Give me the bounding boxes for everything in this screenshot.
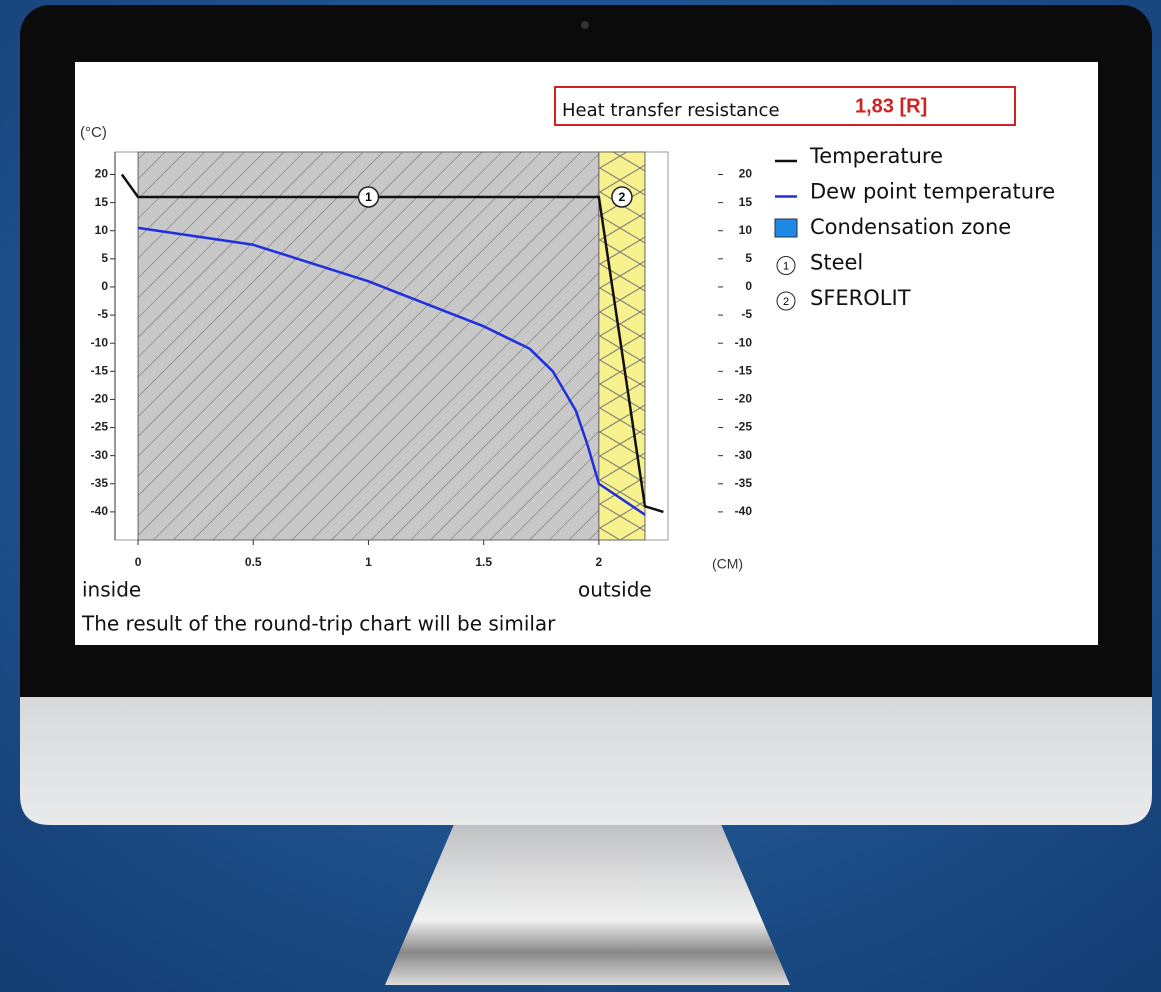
x-tick-label: 0.5 bbox=[245, 555, 262, 569]
legend-marker bbox=[776, 291, 796, 311]
y2-tick-label: -25 bbox=[735, 420, 753, 434]
legend-label: Steel bbox=[810, 251, 863, 275]
y-tick-label: -40 bbox=[91, 504, 109, 518]
y2-tick-label: -20 bbox=[735, 392, 753, 406]
outside-label: outside bbox=[578, 578, 652, 602]
x-tick-label: 2 bbox=[596, 555, 603, 569]
legend-label: Temperature bbox=[809, 144, 943, 168]
y2-tick-label: -10 bbox=[735, 335, 753, 349]
y2-tick-label: 20 bbox=[739, 167, 753, 181]
y-tick-label: -5 bbox=[97, 307, 108, 321]
y-tick-label: -25 bbox=[91, 420, 109, 434]
y-tick-label: 20 bbox=[95, 167, 109, 181]
y-tick-label: -10 bbox=[91, 335, 109, 349]
legend-marker-label: 2 bbox=[783, 296, 789, 308]
y-tick-label: 5 bbox=[101, 251, 108, 265]
y-axis-label: (°C) bbox=[80, 124, 107, 141]
y-tick-label: 0 bbox=[101, 279, 108, 293]
x-tick-label: 1.5 bbox=[475, 555, 492, 569]
series-line bbox=[137, 226, 646, 516]
legend-label: Dew point temperature bbox=[810, 180, 1055, 204]
legend-label: SFEROLIT bbox=[810, 286, 911, 310]
x-tick-label: 1 bbox=[365, 555, 372, 569]
note: The result of the round-trip chart will … bbox=[81, 612, 556, 636]
y-tick-label: -20 bbox=[91, 392, 109, 406]
series-line bbox=[120, 173, 664, 514]
resistance-value: 1,83 [R] bbox=[855, 95, 927, 117]
resistance-label: Heat transfer resistance bbox=[562, 100, 780, 121]
layer-marker-label: 2 bbox=[619, 190, 626, 204]
y2-tick-label: 10 bbox=[739, 223, 753, 237]
monitor-chin bbox=[20, 697, 1152, 825]
y2-tick-label: 0 bbox=[745, 279, 752, 293]
y-tick-label: -35 bbox=[91, 476, 109, 490]
y-tick-label: -30 bbox=[91, 448, 109, 462]
legend-label: Condensation zone bbox=[810, 215, 1011, 239]
monitor-stand bbox=[385, 822, 790, 985]
legend-swatch bbox=[774, 218, 798, 238]
layer-marker bbox=[611, 186, 633, 208]
y2-tick-label: -15 bbox=[735, 363, 753, 377]
resistance-box bbox=[554, 86, 1016, 126]
inside-label: inside bbox=[82, 578, 141, 602]
layer-pattern bbox=[138, 152, 599, 540]
legend-marker bbox=[776, 256, 796, 275]
y2-tick-label: -30 bbox=[735, 448, 753, 462]
y-tick-label: 15 bbox=[95, 195, 109, 209]
y2-tick-label: 15 bbox=[739, 195, 753, 209]
y2-tick-label: -40 bbox=[735, 504, 753, 518]
camera bbox=[581, 21, 589, 29]
x-tick-label: 0 bbox=[135, 555, 142, 569]
y2-tick-label: 5 bbox=[745, 251, 752, 265]
y2-tick-label: -5 bbox=[741, 307, 752, 321]
y2-tick-label: -35 bbox=[735, 476, 753, 490]
x-axis-label: (CM) bbox=[712, 556, 743, 572]
layer-marker bbox=[357, 186, 380, 208]
layer-marker-label: 1 bbox=[365, 190, 372, 204]
y-tick-label: -15 bbox=[91, 363, 109, 377]
y-tick-label: 10 bbox=[95, 223, 109, 237]
legend-marker-label: 1 bbox=[783, 260, 789, 272]
